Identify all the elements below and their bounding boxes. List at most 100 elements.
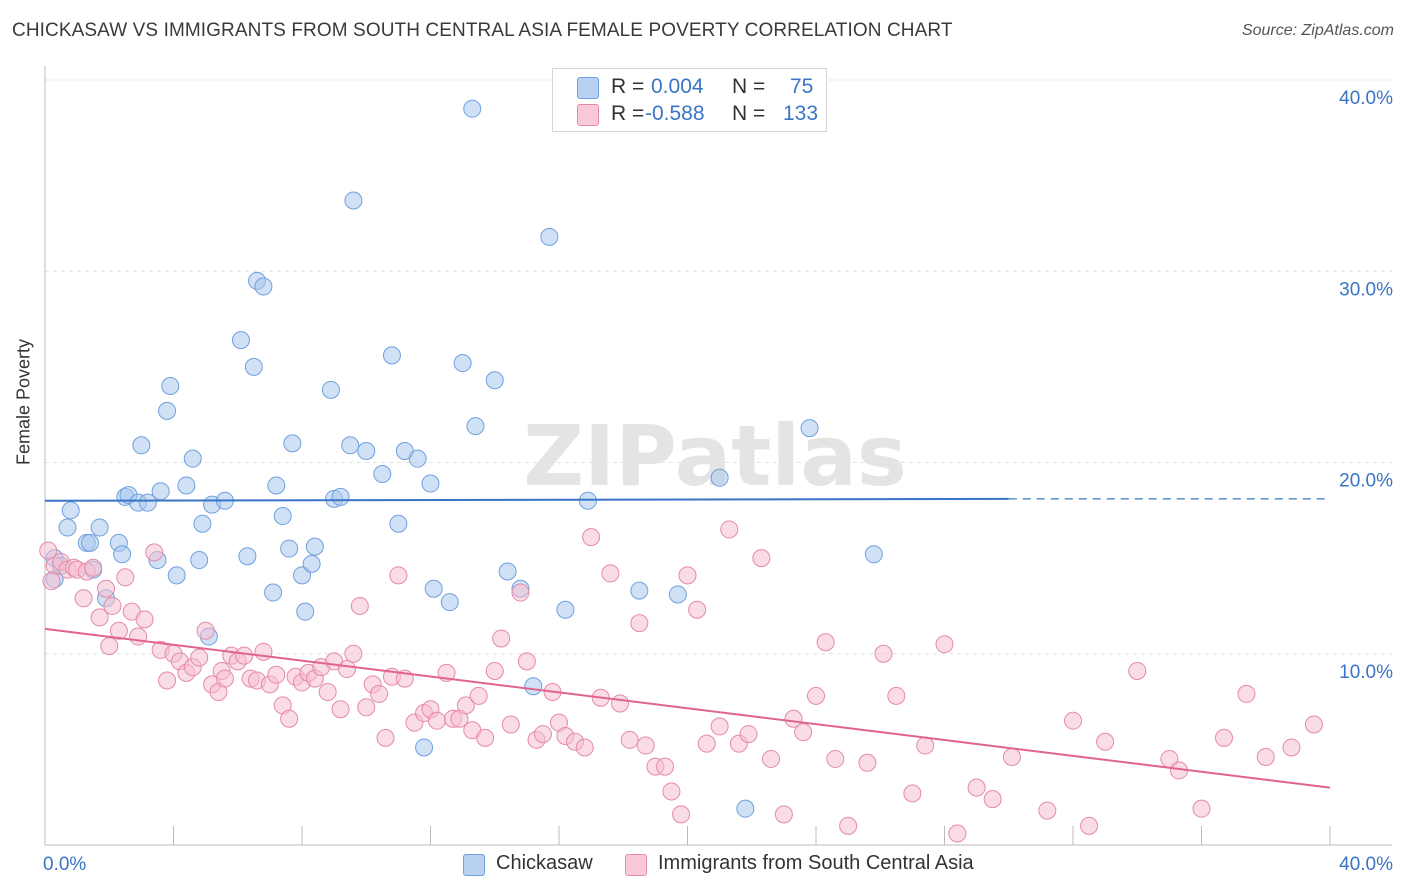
point-immigrants: [636, 736, 655, 755]
point-chickasaw: [485, 371, 504, 390]
point-immigrants: [1096, 732, 1115, 751]
point-immigrants: [1128, 661, 1147, 680]
point-immigrants: [376, 728, 395, 747]
point-immigrants: [135, 610, 154, 629]
point-immigrants: [967, 778, 986, 797]
point-immigrants: [357, 698, 376, 717]
point-immigrants: [807, 686, 825, 705]
point-chickasaw: [58, 518, 77, 537]
x-tick-label: 40.0%: [1339, 854, 1393, 875]
point-immigrants: [710, 717, 729, 736]
point-immigrants: [215, 669, 234, 688]
point-chickasaw: [556, 600, 575, 619]
point-immigrants: [190, 648, 209, 667]
point-immigrants: [887, 686, 906, 705]
stats-legend: R = 0.004 N = 75 R = -0.588 N = 133: [552, 68, 827, 132]
point-immigrants: [762, 749, 781, 768]
point-immigrants: [1080, 816, 1099, 835]
point-immigrants: [858, 753, 877, 772]
point-chickasaw: [466, 417, 485, 436]
x-tick-label: 0.0%: [43, 854, 86, 875]
point-chickasaw: [151, 482, 170, 501]
point-immigrants: [630, 614, 649, 633]
point-immigrants: [752, 549, 771, 568]
point-immigrants: [129, 627, 148, 646]
point-immigrants: [145, 543, 164, 562]
point-chickasaw: [344, 191, 363, 210]
point-chickasaw: [357, 442, 376, 461]
point-immigrants: [517, 652, 536, 671]
points-layer: [39, 99, 1323, 843]
point-chickasaw: [668, 585, 687, 604]
point-chickasaw: [158, 401, 177, 420]
point-immigrants: [826, 749, 845, 768]
point-immigrants: [492, 629, 511, 648]
point-chickasaw: [244, 357, 263, 376]
point-chickasaw: [231, 331, 250, 350]
point-immigrants: [103, 596, 122, 615]
point-immigrants: [1256, 748, 1275, 767]
point-chickasaw: [710, 468, 729, 487]
legend-r-value: -0.588: [645, 102, 705, 125]
point-immigrants: [774, 805, 793, 824]
point-immigrants: [575, 738, 594, 757]
point-immigrants: [688, 600, 707, 619]
point-chickasaw: [183, 449, 202, 468]
point-immigrants: [100, 637, 119, 656]
point-immigrants: [116, 568, 135, 587]
point-chickasaw: [293, 566, 311, 585]
point-immigrants: [983, 790, 1002, 809]
point-immigrants: [97, 579, 116, 598]
point-immigrants: [158, 671, 177, 690]
point-immigrants: [42, 572, 61, 591]
point-chickasaw: [498, 562, 517, 581]
bottom-legend-swatch-immigrants: [625, 854, 647, 876]
series-immigrants: [39, 520, 1323, 843]
point-immigrants: [601, 564, 620, 583]
legend-n-value: 133: [783, 102, 819, 125]
point-chickasaw: [280, 539, 299, 558]
point-immigrants: [196, 621, 215, 640]
point-chickasaw: [408, 449, 427, 468]
point-immigrants: [1038, 801, 1057, 820]
point-immigrants: [350, 596, 369, 615]
point-chickasaw: [463, 99, 482, 118]
trend-layer: [44, 497, 1331, 789]
point-immigrants: [39, 541, 58, 560]
point-immigrants: [476, 728, 495, 747]
point-immigrants: [533, 725, 552, 744]
chart-title: CHICKASAW VS IMMIGRANTS FROM SOUTH CENTR…: [12, 20, 953, 41]
point-immigrants: [469, 686, 488, 705]
point-immigrants: [1304, 715, 1323, 734]
point-immigrants: [672, 805, 691, 824]
watermark: ZIPatlas: [523, 407, 907, 505]
bottom-legend-label-immigrants: Immigrants from South Central Asia: [658, 852, 974, 874]
point-immigrants: [511, 583, 530, 602]
legend-r-label: R =: [611, 102, 645, 125]
point-chickasaw: [864, 545, 883, 564]
point-immigrants: [267, 665, 286, 684]
point-chickasaw: [132, 436, 151, 455]
tick-label-layer: 10.0% 20.0% 30.0% 40.0% 0.0% 40.0%: [43, 88, 1393, 875]
legend-r-value: 0.004: [651, 75, 704, 98]
point-chickasaw: [341, 436, 360, 455]
point-immigrants: [331, 700, 350, 719]
axis-layer: [44, 66, 1392, 846]
point-immigrants: [739, 725, 758, 744]
point-immigrants: [1002, 748, 1021, 767]
point-immigrants: [427, 711, 446, 730]
point-immigrants: [254, 642, 273, 661]
trend-line-chickasaw: [44, 497, 1009, 502]
point-immigrants: [678, 566, 697, 585]
point-chickasaw: [190, 551, 209, 570]
point-immigrants: [389, 566, 408, 585]
point-immigrants: [90, 608, 109, 627]
point-chickasaw: [254, 277, 273, 296]
point-immigrants: [318, 683, 337, 701]
point-chickasaw: [540, 227, 559, 246]
point-immigrants: [839, 816, 858, 835]
point-chickasaw: [453, 354, 472, 373]
point-immigrants: [935, 635, 954, 654]
point-immigrants: [784, 709, 803, 728]
